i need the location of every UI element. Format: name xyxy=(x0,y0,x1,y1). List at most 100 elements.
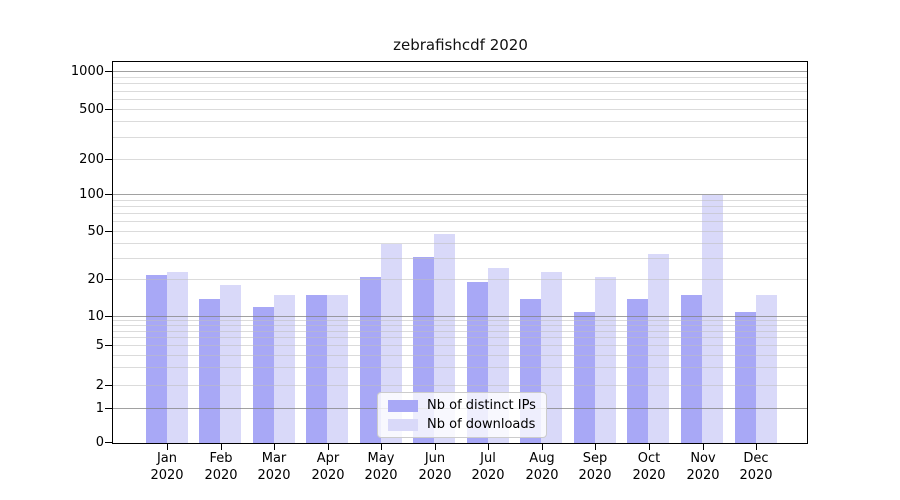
y-tick-200 xyxy=(105,159,113,160)
x-tick-jan xyxy=(167,444,168,450)
y-tick-20 xyxy=(105,278,113,280)
plot-inner xyxy=(113,62,807,443)
y-tick-label-10: 10 xyxy=(87,309,104,324)
gridline-minor-20 xyxy=(113,278,807,280)
x-tick-label-aug: Aug 2020 xyxy=(525,451,559,483)
x-tick-label-feb: Feb 2020 xyxy=(204,451,238,483)
gridline-minor-6 xyxy=(113,337,807,339)
legend-row-distinct-ips: Nb of distinct IPs xyxy=(388,398,536,413)
x-tick-label-dec: Dec 2020 xyxy=(739,451,773,483)
gridline-minor-3 xyxy=(113,367,807,368)
x-tick-label-mar: Mar 2020 xyxy=(257,451,291,483)
y-tick-label-500: 500 xyxy=(79,102,104,117)
x-tick-may xyxy=(381,444,382,450)
bar-nb-of-downloads-apr xyxy=(327,295,348,443)
y-tick-label-5: 5 xyxy=(95,338,104,353)
bar-nb-of-distinct-ips-mar xyxy=(253,307,274,443)
x-tick-jun xyxy=(435,444,436,450)
gridline-minor-60 xyxy=(113,221,807,223)
gridline-minor-40 xyxy=(113,242,807,244)
gridline-minor-300 xyxy=(113,136,807,138)
gridline-minor-4 xyxy=(113,354,807,356)
gridline-minor-700 xyxy=(113,90,807,92)
bar-nb-of-downloads-feb xyxy=(220,285,241,443)
gridline-minor-80 xyxy=(113,205,807,207)
legend-label-distinct-ips: Nb of distinct IPs xyxy=(427,398,536,413)
y-tick-100 xyxy=(105,194,113,195)
y-tick-label-50: 50 xyxy=(87,224,104,239)
gridline-minor-500 xyxy=(113,109,807,110)
gridline-minor-70 xyxy=(113,213,807,214)
bar-nb-of-distinct-ips-oct xyxy=(627,298,648,443)
x-tick-label-may: May 2020 xyxy=(364,451,398,483)
bar-nb-of-distinct-ips-jan xyxy=(146,274,167,443)
y-tick-1000 xyxy=(105,71,113,72)
gridline-minor-30 xyxy=(113,257,807,259)
x-tick-jul xyxy=(488,444,489,450)
legend-swatch-distinct-ips xyxy=(388,399,418,412)
x-axis-labels: Jan 2020 Feb 2020 Mar 2020 Apr 2020 May 2020… xyxy=(113,450,807,490)
x-tick-feb xyxy=(221,444,222,450)
x-tick-label-oct: Oct 2020 xyxy=(632,451,666,483)
legend-row-downloads: Nb of downloads xyxy=(388,417,536,432)
bar-nb-of-downloads-nov xyxy=(702,195,723,443)
y-tick-label-200: 200 xyxy=(79,152,104,167)
gridline-minor-600 xyxy=(113,99,807,100)
x-tick-apr xyxy=(328,444,329,450)
y-tick-label-0: 0 xyxy=(95,435,104,450)
chart-title: zebrafishcdf 2020 xyxy=(393,36,528,54)
bar-nb-of-distinct-ips-dec xyxy=(735,311,756,443)
bar-nb-of-downloads-jan xyxy=(167,272,188,443)
x-tick-aug xyxy=(542,444,543,450)
y-axis-ticks xyxy=(105,61,113,444)
x-tick-label-jun: Jun 2020 xyxy=(418,451,452,483)
gridline-major-100 xyxy=(113,194,807,195)
y-tick-label-20: 20 xyxy=(87,271,104,287)
y-tick-1 xyxy=(105,407,113,409)
bar-nb-of-distinct-ips-feb xyxy=(199,298,220,443)
gridline-minor-9 xyxy=(113,320,807,322)
y-tick-label-1: 1 xyxy=(95,400,104,416)
y-tick-label-1000: 1000 xyxy=(70,64,104,79)
legend: Nb of distinct IPs Nb of downloads xyxy=(377,392,547,438)
y-tick-0 xyxy=(105,442,113,443)
legend-label-downloads: Nb of downloads xyxy=(427,417,536,432)
x-tick-label-jan: Jan 2020 xyxy=(150,451,184,483)
plot-area xyxy=(112,61,808,444)
bar-nb-of-downloads-jun xyxy=(434,234,455,443)
x-tick-label-sep: Sep 2020 xyxy=(578,451,612,483)
x-tick-oct xyxy=(649,444,650,450)
x-tick-nov xyxy=(703,444,704,450)
gridline-major-1000 xyxy=(113,71,807,72)
bar-nb-of-downloads-mar xyxy=(274,295,295,443)
bar-nb-of-distinct-ips-apr xyxy=(306,295,327,443)
gridline-minor-800 xyxy=(113,83,807,85)
y-tick-500 xyxy=(105,109,113,110)
gridline-minor-50 xyxy=(113,231,807,232)
y-tick-label-100: 100 xyxy=(79,187,104,202)
bar-nb-of-distinct-ips-sep xyxy=(574,311,595,443)
x-axis-ticks xyxy=(113,444,807,451)
y-tick-5 xyxy=(105,345,113,346)
y-tick-label-2: 2 xyxy=(95,377,104,393)
gridline-minor-8 xyxy=(113,325,807,327)
x-tick-sep xyxy=(595,444,596,450)
x-tick-mar xyxy=(274,444,275,450)
y-axis-labels: 0 1 2 5 10 20 50 100 200 500 1000 xyxy=(0,61,104,450)
bar-nb-of-downloads-oct xyxy=(648,253,669,443)
bar-nb-of-distinct-ips-may xyxy=(360,277,381,443)
gridline-minor-2 xyxy=(113,384,807,386)
gridline-minor-900 xyxy=(113,76,807,78)
y-tick-50 xyxy=(105,231,113,232)
x-tick-label-jul: Jul 2020 xyxy=(471,451,505,483)
gridline-minor-400 xyxy=(113,121,807,123)
y-tick-10 xyxy=(105,316,113,317)
x-tick-label-apr: Apr 2020 xyxy=(311,451,345,483)
bar-nb-of-downloads-dec xyxy=(756,295,777,443)
gridline-major-10 xyxy=(113,316,807,317)
x-tick-label-nov: Nov 2020 xyxy=(686,451,720,483)
x-tick-dec xyxy=(756,444,757,450)
gridline-minor-7 xyxy=(113,330,807,332)
y-tick-2 xyxy=(105,384,113,386)
